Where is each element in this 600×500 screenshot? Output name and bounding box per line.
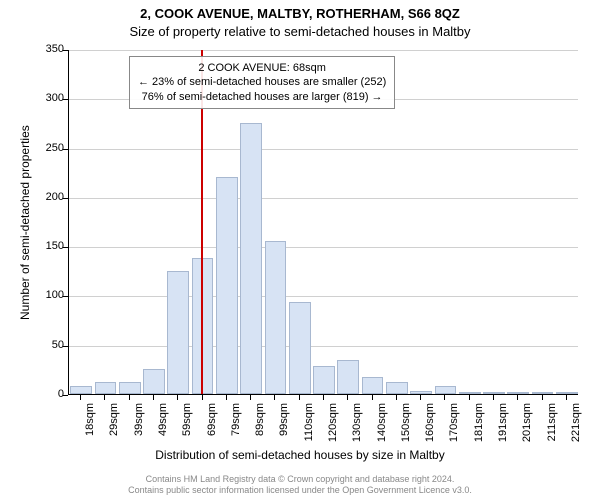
xtick-mark — [347, 395, 348, 400]
ytick-label: 300 — [24, 92, 64, 104]
histogram-bar — [483, 392, 505, 394]
xtick-label: 211sqm — [546, 403, 558, 453]
histogram-bar — [265, 241, 287, 394]
ytick-mark — [63, 296, 68, 297]
ytick-mark — [63, 395, 68, 396]
histogram-bar — [386, 382, 408, 394]
xtick-label: 18sqm — [84, 403, 96, 453]
xtick-mark — [226, 395, 227, 400]
annotation-line3: 76% of semi-detached houses are larger (… — [138, 90, 386, 104]
xtick-label: 89sqm — [254, 403, 266, 453]
histogram-bar — [95, 382, 117, 394]
xtick-mark — [566, 395, 567, 400]
xtick-mark — [129, 395, 130, 400]
xtick-label: 160sqm — [424, 403, 436, 453]
xtick-label: 110sqm — [303, 403, 315, 453]
annotation-line2: ← 23% of semi-detached houses are smalle… — [138, 75, 386, 89]
chart-title-subtitle: Size of property relative to semi-detach… — [0, 24, 600, 39]
xtick-label: 191sqm — [497, 403, 509, 453]
histogram-bar — [143, 369, 165, 394]
histogram-bar — [167, 271, 189, 394]
plot-area: 2 COOK AVENUE: 68sqm ← 23% of semi-detac… — [68, 50, 578, 395]
xtick-mark — [177, 395, 178, 400]
xtick-mark — [274, 395, 275, 400]
xtick-label: 181sqm — [473, 403, 485, 453]
footer-line2: Contains public sector information licen… — [0, 485, 600, 496]
histogram-bar — [507, 392, 529, 394]
histogram-bar — [532, 392, 554, 394]
histogram-bar — [70, 386, 92, 394]
ytick-label: 350 — [24, 43, 64, 55]
ytick-mark — [63, 346, 68, 347]
xtick-label: 69sqm — [206, 403, 218, 453]
histogram-bar — [410, 391, 432, 394]
xtick-label: 99sqm — [278, 403, 290, 453]
xtick-label: 140sqm — [376, 403, 388, 453]
xtick-label: 39sqm — [133, 403, 145, 453]
ytick-mark — [63, 99, 68, 100]
xtick-label: 49sqm — [157, 403, 169, 453]
histogram-bar — [313, 366, 335, 394]
ytick-mark — [63, 198, 68, 199]
xtick-mark — [444, 395, 445, 400]
xtick-label: 120sqm — [327, 403, 339, 453]
xtick-mark — [250, 395, 251, 400]
ytick-label: 0 — [24, 388, 64, 400]
xtick-label: 59sqm — [181, 403, 193, 453]
annotation-box: 2 COOK AVENUE: 68sqm ← 23% of semi-detac… — [129, 56, 395, 109]
histogram-bar — [289, 302, 311, 394]
xtick-mark — [493, 395, 494, 400]
histogram-bar — [337, 360, 359, 395]
xtick-label: 79sqm — [230, 403, 242, 453]
xtick-label: 221sqm — [570, 403, 582, 453]
xtick-mark — [299, 395, 300, 400]
xtick-mark — [469, 395, 470, 400]
footer-attribution: Contains HM Land Registry data © Crown c… — [0, 474, 600, 496]
ytick-label: 50 — [24, 339, 64, 351]
xtick-mark — [153, 395, 154, 400]
xtick-label: 29sqm — [108, 403, 120, 453]
xtick-mark — [396, 395, 397, 400]
chart-container: 2, COOK AVENUE, MALTBY, ROTHERHAM, S66 8… — [0, 0, 600, 500]
ytick-mark — [63, 149, 68, 150]
histogram-bar — [119, 382, 141, 394]
histogram-bar — [216, 177, 238, 394]
ytick-mark — [63, 50, 68, 51]
ytick-mark — [63, 247, 68, 248]
xtick-mark — [104, 395, 105, 400]
xtick-mark — [202, 395, 203, 400]
y-axis-label: Number of semi-detached properties — [18, 125, 32, 320]
xtick-mark — [323, 395, 324, 400]
histogram-bar — [240, 123, 262, 394]
xtick-mark — [372, 395, 373, 400]
xtick-label: 170sqm — [448, 403, 460, 453]
histogram-bar — [435, 386, 457, 394]
histogram-bar — [459, 392, 481, 394]
histogram-bar — [556, 392, 578, 394]
xtick-mark — [420, 395, 421, 400]
annotation-line1: 2 COOK AVENUE: 68sqm — [138, 61, 386, 75]
histogram-bar — [362, 377, 384, 394]
chart-title-address: 2, COOK AVENUE, MALTBY, ROTHERHAM, S66 8… — [0, 6, 600, 21]
xtick-label: 130sqm — [351, 403, 363, 453]
footer-line1: Contains HM Land Registry data © Crown c… — [0, 474, 600, 485]
xtick-label: 201sqm — [521, 403, 533, 453]
xtick-label: 150sqm — [400, 403, 412, 453]
xtick-mark — [80, 395, 81, 400]
xtick-mark — [542, 395, 543, 400]
xtick-mark — [517, 395, 518, 400]
x-axis-label: Distribution of semi-detached houses by … — [0, 448, 600, 462]
